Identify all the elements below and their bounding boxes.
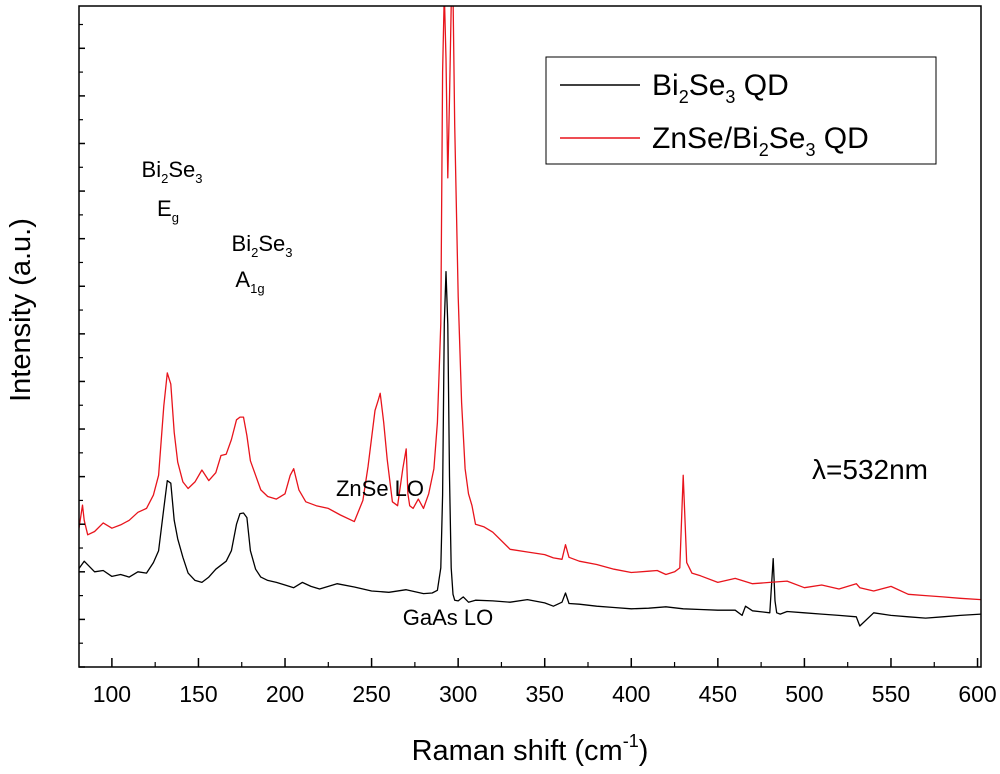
series-line-znse-bi2se3-qd	[79, 6, 981, 601]
annotation-a1g-mode: A1g	[235, 267, 264, 296]
x-tick-label: 200	[266, 681, 304, 707]
plot-frame	[78, 5, 982, 668]
x-tick-label: 350	[526, 681, 564, 707]
x-tick-label: 500	[785, 681, 823, 707]
y-axis-ticks	[79, 23, 85, 668]
x-tick-label: 300	[439, 681, 477, 707]
series-line-bi2se3-qd	[79, 271, 981, 627]
x-axis-ticks: 100 150 200 250 300 350 400 450 500 550 600	[93, 658, 997, 707]
legend: Bi2Se3 QD ZnSe/Bi2Se3 QD	[545, 56, 937, 165]
y-axis-label: Intensity (a.u.)	[5, 218, 37, 402]
x-tick-label: 550	[872, 681, 910, 707]
annotations: Bi2Se3 Eg Bi2Se3 A1g ZnSe LO GaAs LO λ=5…	[142, 157, 928, 630]
annotation-bi2se3-a1g-label: Bi2Se3	[232, 231, 293, 260]
annotation-gaas-lo: GaAs LO	[403, 605, 493, 630]
x-tick-label: 100	[93, 681, 131, 707]
legend-label: ZnSe/Bi2Se3 QD	[652, 122, 869, 160]
legend-box	[545, 56, 937, 165]
x-tick-label: 150	[179, 681, 217, 707]
x-tick-label: 600	[958, 681, 996, 707]
plot-area: 100 150 200 250 300 350 400 450 500 550 600	[78, 5, 997, 707]
x-tick-label: 450	[699, 681, 737, 707]
annotation-eg-mode: Eg	[157, 196, 179, 225]
series-group	[79, 6, 981, 627]
annotation-znse-lo: ZnSe LO	[336, 476, 424, 501]
x-tick-label: 400	[612, 681, 650, 707]
legend-label: Bi2Se3 QD	[652, 69, 789, 107]
x-axis-label: Raman shift (cm-1)	[412, 731, 649, 767]
x-tick-label: 250	[352, 681, 390, 707]
annotation-wavelength: λ=532nm	[812, 454, 928, 485]
annotation-bi2se3-eg-label: Bi2Se3	[142, 157, 203, 186]
